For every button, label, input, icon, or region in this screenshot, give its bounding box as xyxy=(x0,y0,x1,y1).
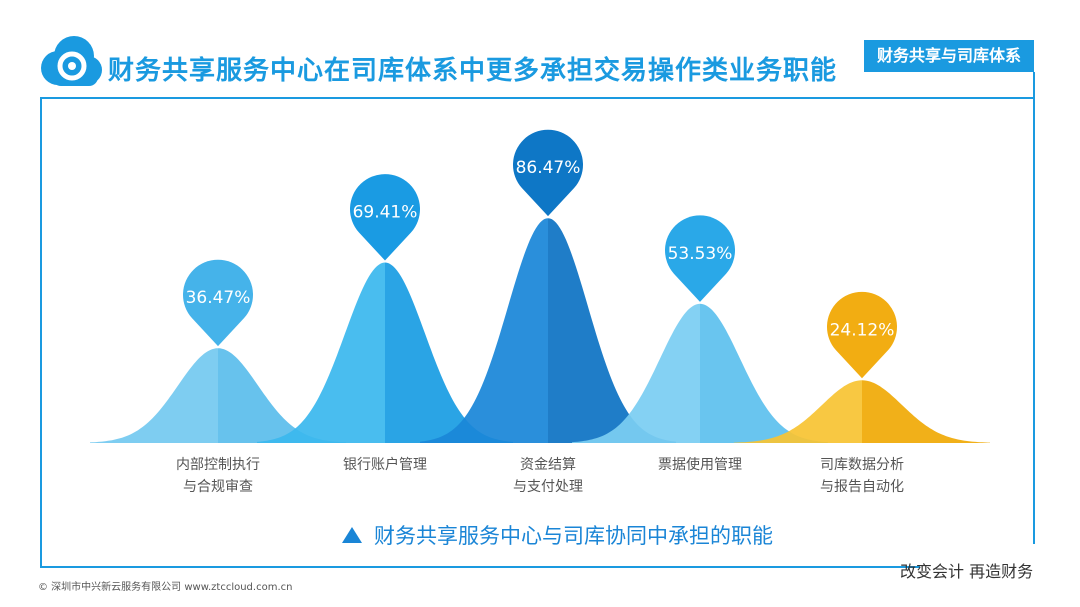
cloud-logo-icon xyxy=(36,32,104,94)
value-marker-0 xyxy=(182,259,253,347)
value-marker-3 xyxy=(665,215,735,302)
category-line: 与支付处理 xyxy=(513,479,583,495)
bell-left-4 xyxy=(734,380,862,443)
value-label-2: 86.47% xyxy=(516,158,581,178)
category-line: 资金结算 xyxy=(520,457,576,473)
value-label-3: 53.53% xyxy=(668,244,733,264)
category-label-4: 司库数据分析 与报告自动化 xyxy=(792,454,932,498)
bell-right-1 xyxy=(385,262,513,443)
bell-left-2 xyxy=(420,218,548,443)
category-label-3: 票据使用管理 xyxy=(630,454,770,476)
category-line: 与报告自动化 xyxy=(820,479,904,495)
frame-bottom-line xyxy=(40,566,920,568)
value-label-0: 36.47% xyxy=(186,288,251,308)
triangle-icon xyxy=(342,527,362,543)
value-marker-1 xyxy=(350,174,421,261)
legend-label: 财务共享服务中心与司库协同中承担的职能 xyxy=(374,524,773,548)
page-title: 财务共享服务中心在司库体系中更多承担交易操作类业务职能 xyxy=(108,56,838,86)
bell-left-1 xyxy=(257,262,385,443)
category-label-1: 银行账户管理 xyxy=(315,454,455,476)
bell-right-3 xyxy=(700,303,828,443)
category-line: 内部控制执行 xyxy=(176,457,260,473)
category-line: 司库数据分析 xyxy=(820,457,904,473)
value-marker-4 xyxy=(826,291,897,379)
frame-left-line xyxy=(40,97,42,567)
bell-right-2 xyxy=(548,218,676,443)
frame-right-line xyxy=(1033,72,1035,544)
category-line: 票据使用管理 xyxy=(658,457,742,473)
value-label-4: 24.12% xyxy=(830,320,895,340)
category-label-2: 资金结算 与支付处理 xyxy=(478,454,618,498)
category-line: 银行账户管理 xyxy=(343,457,427,473)
value-label-1: 69.41% xyxy=(353,203,418,223)
bell-left-0 xyxy=(90,348,218,443)
value-marker-2 xyxy=(513,129,583,217)
section-tag: 财务共享与司库体系 xyxy=(864,40,1034,72)
bell-left-3 xyxy=(572,303,700,443)
footer-copyright: © 深圳市中兴新云服务有限公司 www.ztccloud.com.cn xyxy=(38,582,293,593)
frame-top-line xyxy=(40,97,1035,99)
bell-right-4 xyxy=(862,380,990,443)
category-label-0: 内部控制执行 与合规审查 xyxy=(148,454,288,498)
legend: 财务共享服务中心与司库协同中承担的职能 xyxy=(342,522,773,548)
bell-right-0 xyxy=(218,348,346,443)
category-line: 与合规审查 xyxy=(183,479,253,495)
footer-slogan: 改变会计 再造财务 xyxy=(900,562,1034,581)
